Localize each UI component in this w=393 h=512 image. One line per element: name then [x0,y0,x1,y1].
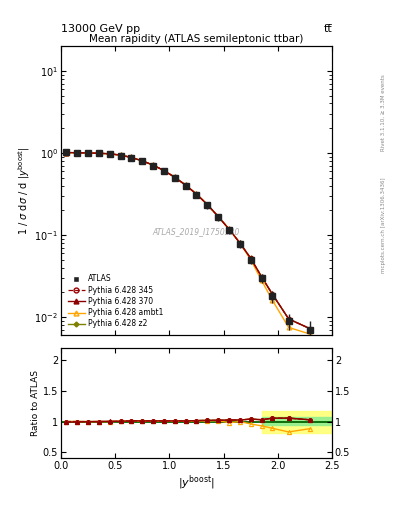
Text: tt̅: tt̅ [323,24,332,34]
Text: ATLAS_2019_I1750330: ATLAS_2019_I1750330 [153,227,240,236]
X-axis label: $|y^{\rm boost}|$: $|y^{\rm boost}|$ [178,474,215,493]
Text: mcplots.cern.ch [arXiv:1306.3436]: mcplots.cern.ch [arXiv:1306.3436] [381,178,386,273]
Y-axis label: Ratio to ATLAS: Ratio to ATLAS [31,370,40,436]
Title: Mean rapidity (ATLAS semileptonic ttbar): Mean rapidity (ATLAS semileptonic ttbar) [89,34,304,44]
Text: 13000 GeV pp: 13000 GeV pp [61,24,140,34]
Legend: ATLAS, Pythia 6.428 345, Pythia 6.428 370, Pythia 6.428 ambt1, Pythia 6.428 z2: ATLAS, Pythia 6.428 345, Pythia 6.428 37… [65,271,167,332]
Text: Rivet 3.1.10, ≥ 3.3M events: Rivet 3.1.10, ≥ 3.3M events [381,74,386,151]
Y-axis label: 1 / $\sigma$ d$\sigma$ / d $|y^{\rm boost}|$: 1 / $\sigma$ d$\sigma$ / d $|y^{\rm boos… [16,146,31,235]
